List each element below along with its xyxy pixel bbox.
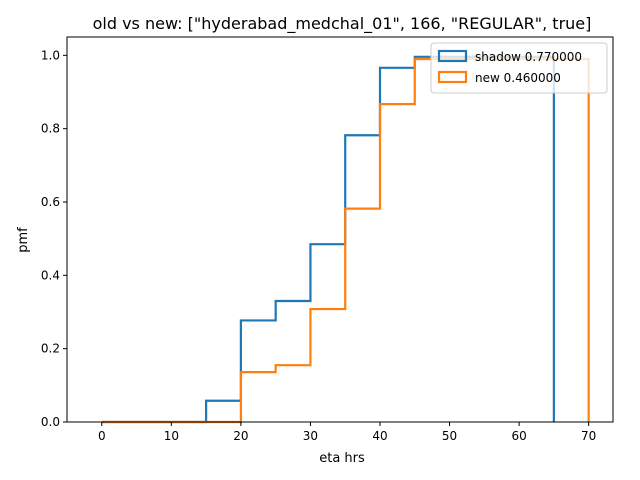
x-tick-label: 10 (164, 429, 179, 443)
y-tick-label: 0.0 (41, 415, 60, 429)
y-axis-label: pmf (16, 227, 31, 253)
y-tick-label: 0.8 (41, 122, 60, 136)
legend-label-1: new 0.460000 (475, 71, 561, 85)
legend: shadow 0.770000 new 0.460000 (430, 42, 608, 94)
x-tick-label: 60 (511, 429, 526, 443)
x-tick-label: 40 (372, 429, 387, 443)
x-tick-label: 30 (303, 429, 318, 443)
y-tick-label: 0.6 (41, 195, 60, 209)
y-tick-label: 1.0 (41, 48, 60, 62)
legend-label-0: shadow 0.770000 (475, 50, 582, 64)
x-tick-label: 0 (98, 429, 106, 443)
legend-swatch-1 (437, 70, 468, 84)
y-tick-label: 0.2 (41, 342, 60, 356)
x-axis-label: eta hrs (319, 451, 365, 466)
series-layer (101, 55, 590, 424)
x-tick-label: 20 (233, 429, 248, 443)
plot-area: 0 10 20 30 40 50 60 70 0.0 0.2 0.4 0.6 0.8 1.0 (41, 36, 614, 443)
x-tick-label: 70 (581, 429, 596, 443)
legend-frame (430, 42, 608, 94)
axes-layer: 0 10 20 30 40 50 60 70 0.0 0.2 0.4 0.6 0.8 1.0 (41, 36, 614, 443)
chart-title: old vs new: ["hyderabad_medchal_01", 166… (93, 14, 592, 34)
y-tick-label: 0.4 (41, 268, 60, 282)
x-tick-label: 50 (442, 429, 457, 443)
legend-swatch-0 (437, 49, 468, 63)
series-line-1 (101, 57, 590, 424)
axes-frame (66, 36, 614, 423)
